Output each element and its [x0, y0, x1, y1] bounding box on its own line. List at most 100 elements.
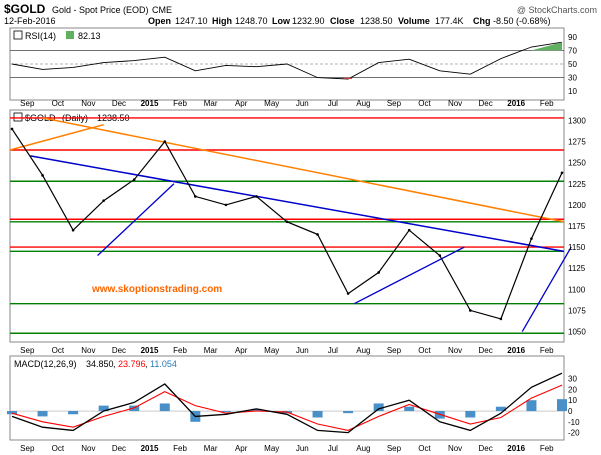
x-axis-label-price: Jun [296, 346, 309, 355]
close-label: Close [330, 16, 355, 26]
blue-trendline-down [30, 155, 565, 253]
x-axis-label-rsi: 2015 [141, 99, 159, 108]
price-tick-label: 1225 [568, 180, 586, 189]
price-point [316, 233, 319, 236]
orange-trendline-down [42, 117, 565, 223]
x-axis-label-rsi: Feb [173, 99, 187, 108]
x-axis-label-macd: Dec [478, 444, 492, 453]
x-axis-label-macd: Apr [235, 444, 248, 453]
macd-histogram-bar [373, 403, 384, 412]
price-point [530, 237, 533, 240]
price-tick-label: 1125 [568, 264, 586, 273]
macd-histogram-bar [98, 405, 109, 412]
price-tick-label: 1200 [568, 201, 586, 210]
price-tick-label: 1100 [568, 285, 586, 294]
x-axis-label-price: Jul [328, 346, 338, 355]
x-axis-label-rsi: Sep [387, 99, 402, 108]
orange-trendline-up [9, 123, 104, 151]
x-axis-label-macd: 2016 [507, 444, 525, 453]
price-point [41, 174, 44, 177]
signal-value: 23.796 [118, 359, 146, 369]
x-axis-label-rsi: Apr [235, 99, 248, 108]
rsi-label: RSI(14) [25, 31, 56, 41]
macd-title: MACD(12,26,9) 34.850 , 23.796 , 11.054 [14, 359, 177, 369]
blue-trendline-up-3 [521, 246, 572, 332]
x-axis-label-macd: Sep [20, 444, 35, 453]
volume-label: Volume [398, 16, 430, 26]
close-value: 1238.50 [360, 16, 393, 26]
plot-layer: 90 70 50 30 10 1300 1275 1250 1225 1200 1175 1150 11… [7, 33, 586, 453]
x-axis-label-rsi: Nov [448, 99, 462, 108]
price-tick-label: 1175 [568, 222, 586, 231]
x-axis-label-price: Oct [52, 346, 65, 355]
rsi-title: RSI(14) 82.13 [13, 30, 101, 41]
macd-panel-frame [9, 355, 565, 441]
x-axis-label-rsi: Dec [112, 99, 126, 108]
price-point [377, 271, 380, 274]
x-axis-label-price: Feb [540, 346, 554, 355]
price-tick-label: 1075 [568, 306, 586, 315]
price-point [224, 203, 228, 207]
low-value: 1232.90 [292, 16, 325, 26]
x-axis-label-price: Apr [235, 346, 248, 355]
high-value: 1248.70 [235, 16, 268, 26]
price-tick-label: 1300 [568, 116, 586, 125]
x-axis-label-price: Oct [418, 346, 431, 355]
x-axis-label-macd: Jun [296, 444, 309, 453]
price-tick-label: 1275 [568, 138, 586, 147]
x-axis-label-macd: Oct [52, 444, 65, 453]
rsi-line [11, 41, 563, 80]
rsi-tick-label: 90 [568, 33, 577, 42]
price-point [560, 171, 564, 175]
macd-histogram-bar [312, 411, 323, 418]
high-label: High [212, 16, 232, 26]
macd-histogram-bar [557, 399, 567, 412]
macd-tick-label: -20 [568, 429, 580, 438]
macd-histogram-bar [220, 411, 231, 413]
rsi-oversold-fill [344, 77, 353, 79]
x-axis-label-rsi: Jul [328, 99, 338, 108]
macd-histogram-bar [526, 400, 537, 412]
chart-date: 12-Feb-2016 [4, 16, 56, 26]
x-axis-label-price: Nov [448, 346, 462, 355]
x-axis-label-price: 2015 [141, 346, 159, 355]
x-axis-label-macd: Sep [387, 444, 402, 453]
macd-tick-label: 10 [568, 396, 577, 405]
macd-comma-2: , [145, 359, 148, 369]
rsi-value: 82.13 [78, 31, 101, 41]
chart-symbol: $GOLD [4, 2, 46, 16]
x-axis-label-price: Nov [81, 346, 95, 355]
blue-trendline-up-2 [353, 246, 465, 305]
price-point [163, 140, 167, 143]
blue-trendline-up-1 [97, 183, 175, 257]
rsi-tick-label: 50 [568, 60, 577, 69]
chg-value: -8.50 (-0.68%) [493, 16, 551, 26]
x-axis-label-rsi: Aug [356, 99, 370, 108]
price-point [194, 195, 197, 198]
price-point [255, 195, 258, 198]
price-point [102, 199, 105, 202]
macd-line [11, 372, 563, 434]
macd-histogram-bar [37, 411, 48, 417]
website-watermark: www.skoptionstrading.com [91, 284, 222, 295]
volume-value: 177.4K [435, 16, 464, 26]
macd-tick-label: 0 [568, 407, 573, 416]
x-axis-label-rsi: Mar [204, 99, 218, 108]
price-tick-label: 1050 [568, 328, 586, 337]
macd-tick-label: 30 [568, 375, 577, 384]
x-axis-label-macd: 2015 [141, 444, 159, 453]
x-axis-label-rsi: Sep [20, 99, 35, 108]
hist-value: 11.054 [150, 359, 177, 369]
macd-tick-label: -10 [568, 418, 580, 427]
x-axis-label-price: Mar [204, 346, 218, 355]
x-axis-label-price: Sep [20, 346, 35, 355]
rsi-tick-label: 30 [568, 74, 577, 83]
macd-histogram-bar [404, 406, 415, 412]
chg-label: Chg [473, 16, 491, 26]
x-axis-label-rsi: Oct [418, 99, 431, 108]
price-point [499, 317, 503, 321]
x-axis-label-price: Aug [356, 346, 370, 355]
macd-value: 34.850 [86, 359, 114, 369]
x-axis-label-macd: May [264, 444, 279, 453]
